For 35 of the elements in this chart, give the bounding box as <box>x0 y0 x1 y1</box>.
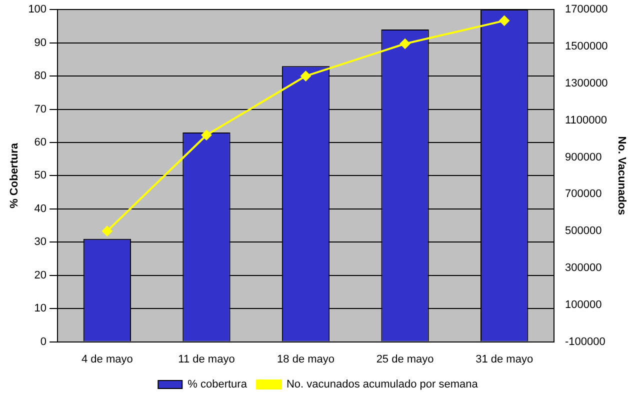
x-tick-label: 11 de mayo <box>178 353 235 366</box>
point <box>300 71 311 82</box>
y-tick-label: 100 <box>28 4 47 16</box>
point <box>201 130 212 140</box>
x-tick-label: 4 de mayo <box>82 353 133 366</box>
y-tick-label: 40 <box>34 202 47 215</box>
y2-tick-label: -100000 <box>564 336 606 348</box>
point <box>400 38 410 49</box>
y2-tick-label: 300000 <box>564 262 602 274</box>
y-tick-label: 80 <box>34 70 47 82</box>
x-tick-label: 31 de mayo <box>476 353 534 366</box>
legend-label: No. vacunados acumulado por semana <box>286 378 479 391</box>
y2-tick-label: 1100000 <box>564 114 607 126</box>
y2-tick-label: 1500000 <box>564 40 608 53</box>
point <box>499 16 510 26</box>
legend-label: % cobertura <box>188 378 248 391</box>
y-tick-label: 20 <box>34 269 47 282</box>
y2-tick-label: 100000 <box>564 298 602 311</box>
y-tick-label: 90 <box>34 36 47 49</box>
y2-axis-title: No. Vacunados <box>615 136 628 216</box>
y2-tick-label: 900000 <box>564 151 602 164</box>
y2-tick-label: 700000 <box>564 188 602 200</box>
y2-tick-label: 1300000 <box>564 77 608 90</box>
y-tick-label: 70 <box>34 103 47 116</box>
x-tick-label: 25 de mayo <box>376 353 434 366</box>
y2-tick-label: 500000 <box>564 225 602 238</box>
x-tick-label: 18 de mayo <box>277 353 335 366</box>
y-axis-title: % Cobertura <box>8 142 21 208</box>
y-tick-label: 10 <box>34 302 47 315</box>
y-tick-label: 30 <box>34 236 47 248</box>
y-tick-label: 50 <box>34 170 47 182</box>
y-tick-label: 60 <box>34 136 47 149</box>
y2-tick-label: 1700000 <box>564 4 608 16</box>
y-tick-label: 0 <box>40 336 47 348</box>
point <box>102 226 112 236</box>
